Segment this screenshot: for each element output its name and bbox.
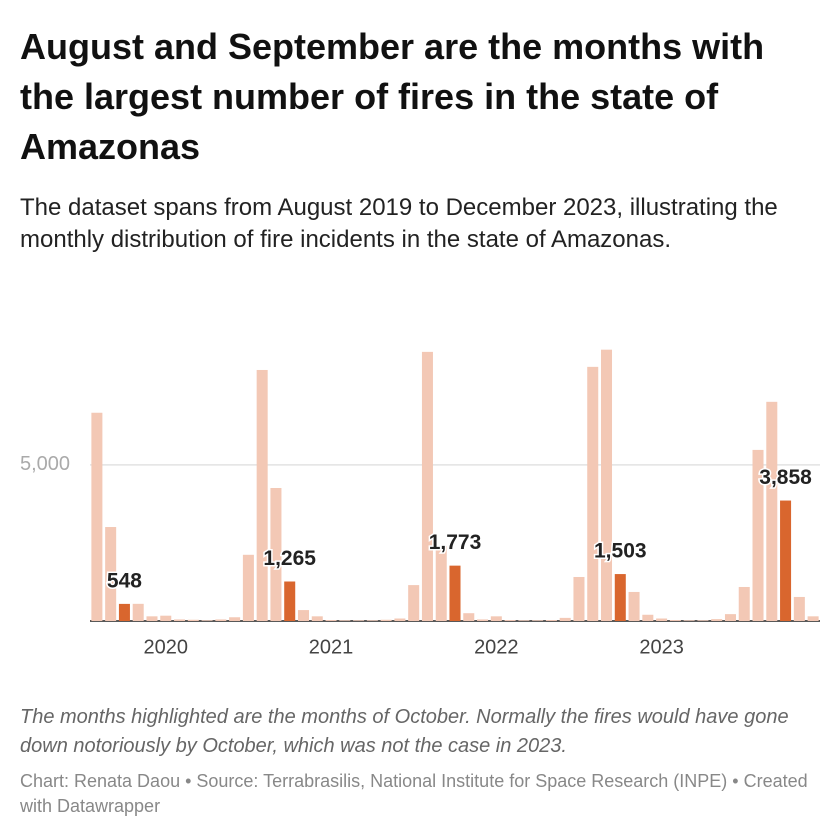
bar <box>201 620 213 621</box>
bar <box>711 619 723 621</box>
bar <box>793 596 805 621</box>
value-label: 1,773 <box>429 531 482 554</box>
bar <box>91 412 103 621</box>
bar <box>311 616 323 621</box>
bar <box>256 369 268 621</box>
bar <box>780 500 792 621</box>
chart: 5,000 548 2020 1,265 2021 1,773 2022 1,503 2023 3… <box>20 349 820 658</box>
x-tick-label: 2021 <box>309 636 354 658</box>
bar <box>421 351 433 621</box>
bar <box>683 620 695 621</box>
bar <box>463 613 475 621</box>
bar <box>118 603 130 621</box>
chart-source: Chart: Renata Daou • Source: Terrabrasil… <box>20 771 808 816</box>
bar <box>477 619 489 621</box>
value-label: 1,503 <box>594 540 647 563</box>
bar <box>380 619 392 621</box>
bar <box>160 615 172 621</box>
bar <box>187 619 199 621</box>
bar <box>738 586 750 621</box>
bar <box>656 618 668 621</box>
bar <box>105 527 117 621</box>
chart-note: The months highlighted are the months of… <box>20 706 789 757</box>
x-tick-label: 2022 <box>474 636 519 658</box>
bar <box>642 614 654 621</box>
bar <box>601 349 613 621</box>
bar <box>146 616 158 621</box>
bar <box>573 576 585 621</box>
bar <box>545 620 557 621</box>
bar <box>724 614 736 621</box>
bar <box>752 449 764 621</box>
bar <box>242 554 254 621</box>
bar <box>270 487 282 621</box>
bar <box>559 617 571 621</box>
bar <box>339 620 351 621</box>
bar <box>408 585 420 621</box>
bar <box>614 574 626 621</box>
bar <box>628 591 640 621</box>
bar <box>132 603 144 621</box>
value-label: 3,858 <box>759 466 812 489</box>
x-tick-label: 2020 <box>144 636 189 658</box>
bar <box>518 620 530 621</box>
bar <box>490 616 502 621</box>
bar <box>366 620 378 621</box>
bar <box>284 581 296 621</box>
bar <box>394 618 406 621</box>
bar <box>504 620 516 621</box>
bar <box>807 616 819 621</box>
bar <box>532 620 544 621</box>
bar <box>353 620 365 621</box>
bar <box>435 546 447 621</box>
bar <box>325 620 337 621</box>
x-tick-label: 2023 <box>639 636 684 658</box>
bar <box>449 565 461 621</box>
value-label: 1,265 <box>263 547 316 570</box>
chart-subtitle: The dataset spans from August 2019 to De… <box>20 194 778 253</box>
y-tick-label: 5,000 <box>20 453 70 475</box>
bar <box>215 619 227 621</box>
bar <box>766 401 778 621</box>
bar <box>174 619 186 621</box>
bar <box>697 620 709 621</box>
bar <box>229 617 241 621</box>
bar <box>669 620 681 621</box>
value-label: 548 <box>107 569 142 592</box>
bar <box>587 366 599 621</box>
chart-title: August and September are the months with… <box>20 26 765 167</box>
bar <box>297 610 309 621</box>
